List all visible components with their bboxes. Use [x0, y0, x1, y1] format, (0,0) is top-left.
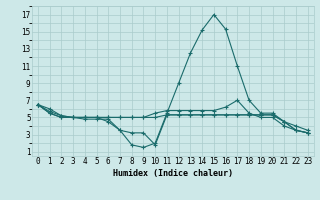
- X-axis label: Humidex (Indice chaleur): Humidex (Indice chaleur): [113, 169, 233, 178]
